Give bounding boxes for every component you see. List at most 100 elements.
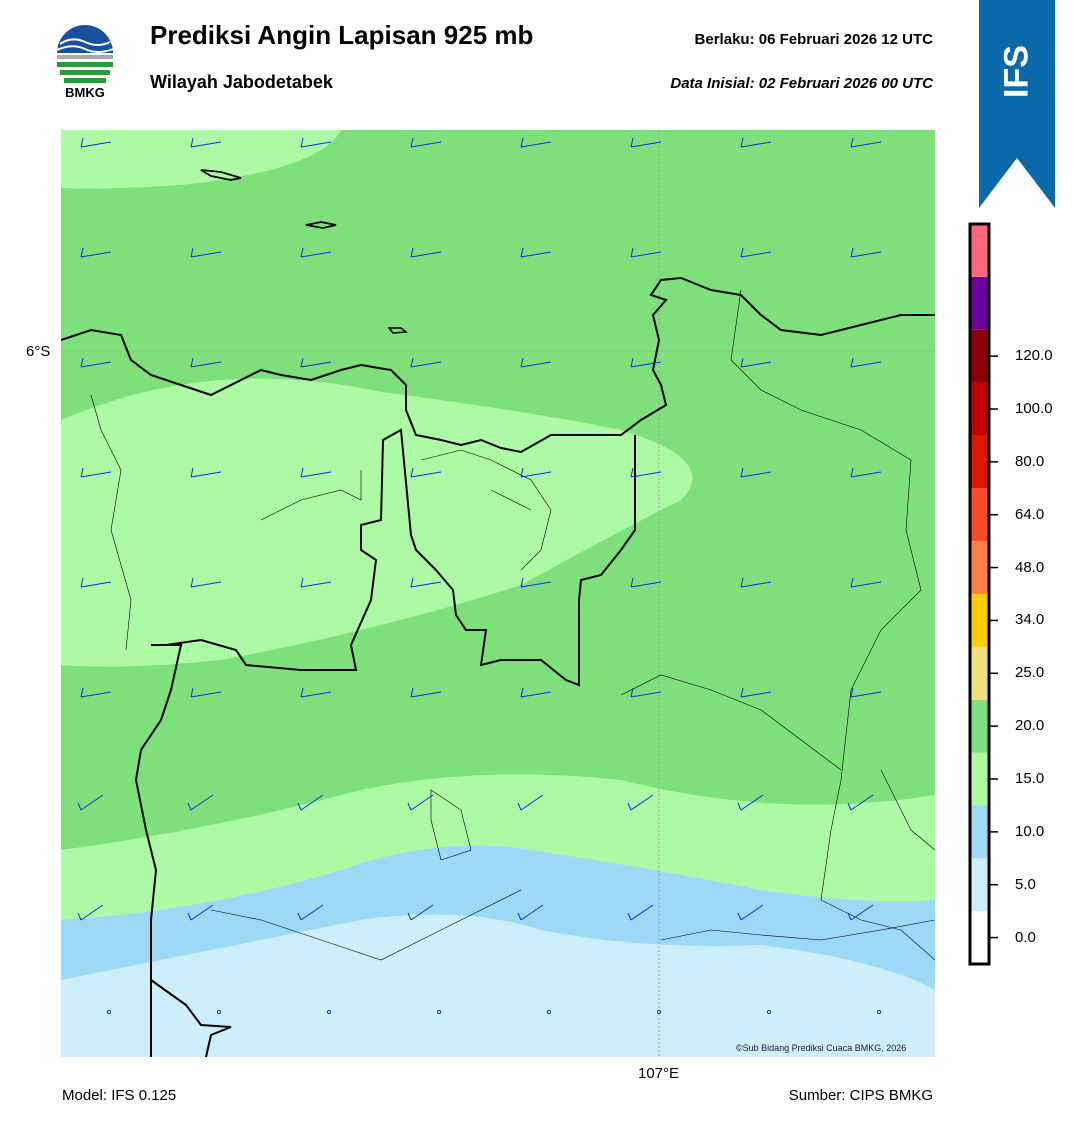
band-calm xyxy=(61,914,935,1057)
island xyxy=(200,169,242,181)
wind-barb xyxy=(630,357,662,368)
wind-barb xyxy=(627,904,654,921)
colorbar-cell xyxy=(970,488,989,542)
wind-barb xyxy=(187,794,214,811)
colorbar-label: 0.0 xyxy=(1015,928,1036,946)
calm-marker xyxy=(876,1009,882,1015)
coastline xyxy=(61,276,935,454)
valid-time: Berlaku: 06 Februari 2026 12 UTC xyxy=(694,31,933,48)
wind-barb xyxy=(80,577,112,588)
colorbar-label: 20.0 xyxy=(1015,717,1045,735)
ribbon-label-box: IFS xyxy=(979,34,1055,104)
region-subtitle: Wilayah Jabodetabek xyxy=(150,72,333,92)
wind-barb xyxy=(737,794,764,811)
colorbar-frame xyxy=(968,222,991,966)
colorbar-label: 80.0 xyxy=(1015,452,1045,470)
island xyxy=(305,221,337,229)
colorbar-label: 48.0 xyxy=(1015,558,1045,576)
colorbar-cell xyxy=(970,276,989,330)
wind-barb xyxy=(190,687,222,698)
wind-barb xyxy=(740,467,772,478)
chart-title: Prediksi Angin Lapisan 925 mb xyxy=(150,20,534,50)
colorbar-cell xyxy=(970,224,989,277)
province-border xyxy=(134,428,636,1057)
colorbar-label: 100.0 xyxy=(1015,400,1053,417)
wind-barb xyxy=(847,794,874,811)
calm-marker xyxy=(436,1009,442,1015)
wind-barb xyxy=(850,357,882,368)
wind-barb xyxy=(520,247,552,258)
bmkg-logo-icon xyxy=(56,25,114,83)
wind-barb xyxy=(80,357,112,368)
colorbar-label: 64.0 xyxy=(1015,505,1045,523)
wind-barb xyxy=(297,794,324,811)
colorbar-label: 15.0 xyxy=(1015,770,1045,787)
colorbar-label: 10.0 xyxy=(1015,822,1045,840)
wind-map xyxy=(61,130,935,1057)
wind-barb xyxy=(410,137,442,148)
colorbar-cell xyxy=(970,382,989,436)
ifs-ribbon xyxy=(979,0,1055,208)
wind-barb xyxy=(850,467,882,478)
wind-barb xyxy=(300,247,332,258)
latitude-label: 6°S xyxy=(26,343,51,360)
wind-barb xyxy=(80,137,112,148)
colorbar xyxy=(968,222,998,966)
wind-barb xyxy=(740,577,772,588)
initial-time: Data Inisial: 02 Februari 2026 00 UTC xyxy=(670,75,933,92)
wind-barb xyxy=(80,247,112,258)
wind-barb xyxy=(80,467,112,478)
wind-barb xyxy=(410,687,442,698)
wind-barb xyxy=(410,577,442,588)
colorbar-label: 5.0 xyxy=(1015,875,1036,893)
wind-barb xyxy=(740,247,772,258)
logo-text: BMKG xyxy=(65,85,105,100)
wind-barb xyxy=(847,904,874,921)
wind-barb xyxy=(190,137,222,148)
wind-barb xyxy=(77,794,104,811)
wind-barb xyxy=(80,687,112,698)
wind-barb xyxy=(740,137,772,148)
district-boundary xyxy=(90,289,935,961)
colorbar-cell xyxy=(970,911,989,964)
ribbon-label: IFS xyxy=(997,45,1036,98)
wind-barb xyxy=(300,357,332,368)
wind-barb xyxy=(630,247,662,258)
calm-markers xyxy=(106,1009,882,1015)
colorbar-cell xyxy=(970,805,989,859)
colorbar-cells xyxy=(970,224,989,964)
colorbar-cell xyxy=(970,646,989,700)
colorbar-cell xyxy=(970,858,989,912)
island xyxy=(387,327,408,334)
wind-barb xyxy=(520,137,552,148)
wind-barb xyxy=(627,794,654,811)
wind-barb xyxy=(520,357,552,368)
province-border xyxy=(150,979,232,1057)
colorbar-cell xyxy=(970,752,989,806)
calm-marker xyxy=(546,1009,552,1015)
band-moderate-north xyxy=(61,130,341,189)
calm-marker xyxy=(106,1009,112,1015)
calm-marker xyxy=(766,1009,772,1015)
source-info: Sumber: CIPS BMKG xyxy=(788,1087,933,1104)
calm-marker xyxy=(656,1009,662,1015)
wind-barb xyxy=(517,904,544,921)
wind-barb xyxy=(187,904,214,921)
colorbar-cell xyxy=(970,435,989,489)
wind-barb xyxy=(300,577,332,588)
wind-barb xyxy=(407,794,434,811)
wind-barb xyxy=(520,577,552,588)
wind-barb xyxy=(407,904,434,921)
colorbar-cell xyxy=(970,541,989,594)
wind-barb xyxy=(737,904,764,921)
wind-barb xyxy=(300,687,332,698)
wind-barb xyxy=(190,247,222,258)
wind-barb xyxy=(850,687,882,698)
calm-marker xyxy=(216,1009,222,1015)
colorbar-cell xyxy=(970,329,989,383)
wind-barb xyxy=(297,904,324,921)
model-info: Model: IFS 0.125 xyxy=(62,1087,177,1104)
wind-barb xyxy=(850,137,882,148)
wind-barb xyxy=(850,247,882,258)
colorbar-label: 120.0 xyxy=(1015,347,1053,365)
